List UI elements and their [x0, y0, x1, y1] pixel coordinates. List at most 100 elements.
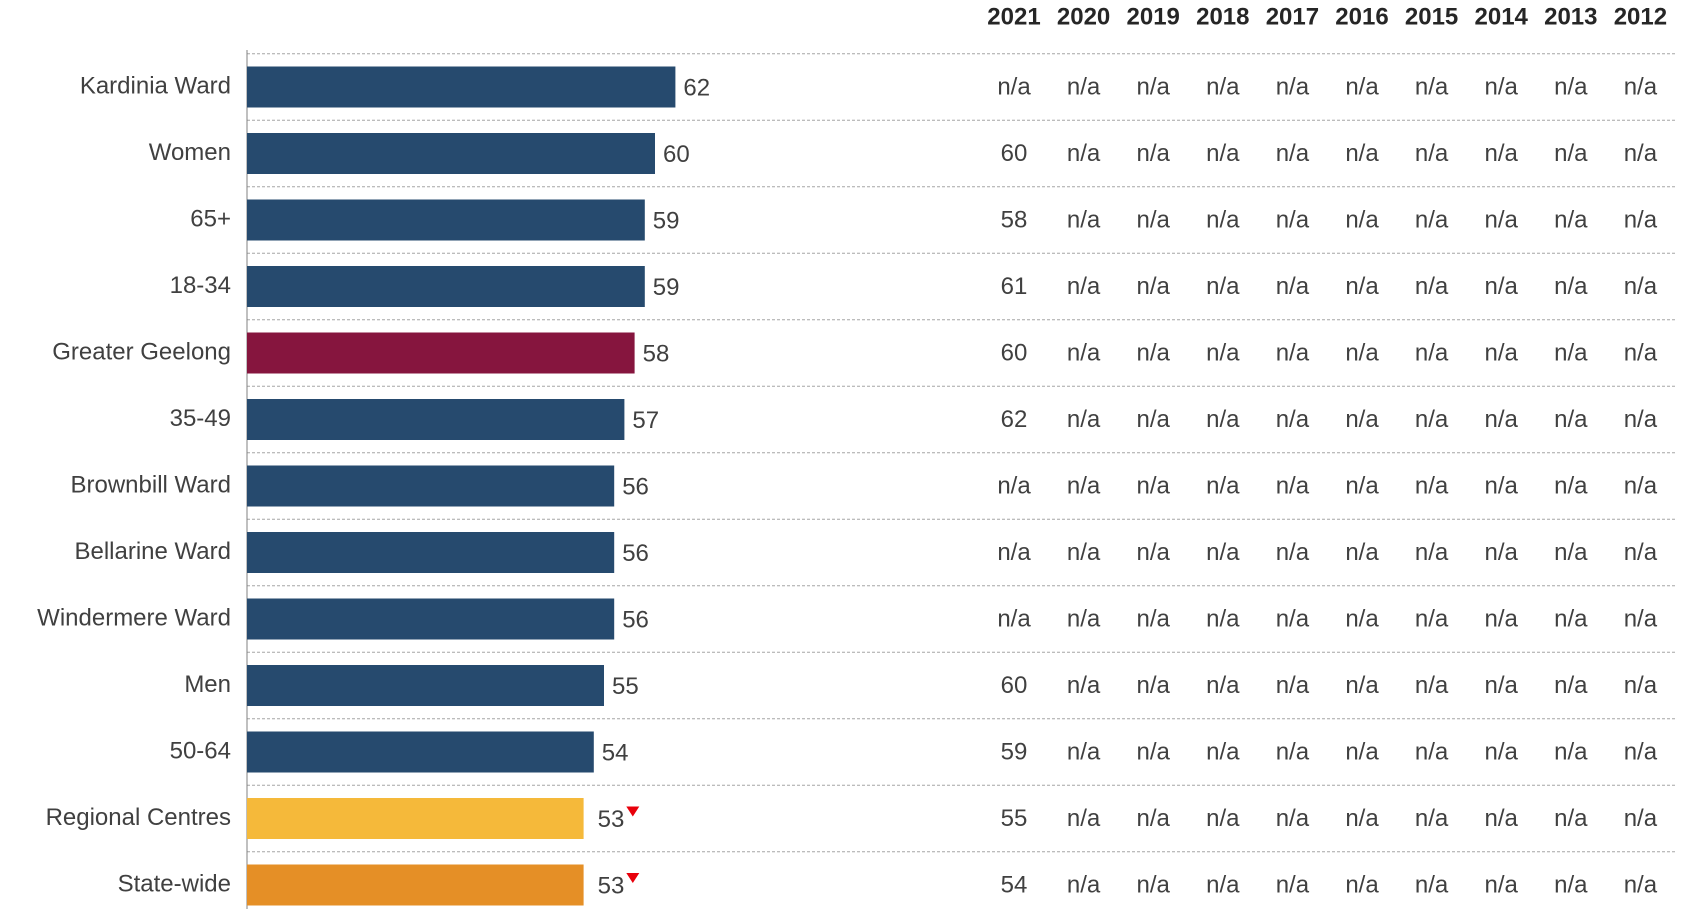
table-cell: n/a — [1206, 73, 1240, 100]
table-cell: n/a — [1624, 73, 1658, 100]
table-cell: n/a — [1276, 539, 1310, 566]
significance-marker — [626, 873, 640, 883]
table-cell: n/a — [1067, 672, 1101, 699]
table-cell: n/a — [1485, 273, 1519, 300]
bar — [247, 598, 615, 640]
table-cell: n/a — [1276, 472, 1310, 499]
significance-marker — [626, 806, 640, 817]
table-cell: 62 — [1001, 406, 1028, 433]
table-cell: n/a — [1415, 605, 1449, 632]
category-label: State-wide — [118, 870, 231, 897]
table-cell: n/a — [1415, 140, 1449, 167]
table-cell: n/a — [1554, 406, 1588, 433]
bar — [247, 133, 655, 174]
table-cell: n/a — [1137, 206, 1171, 233]
value-label: 57 — [632, 407, 659, 434]
table-cell: 60 — [1001, 339, 1028, 366]
table-cell: n/a — [1345, 738, 1379, 765]
bar — [247, 731, 594, 773]
table-cell: n/a — [1276, 871, 1310, 898]
table-cell: n/a — [1624, 871, 1658, 898]
column-header: 2014 — [1475, 3, 1529, 30]
value-label: 62 — [683, 74, 710, 101]
table-cell: n/a — [1206, 805, 1240, 832]
value-label: 59 — [653, 274, 680, 301]
value-label: 55 — [612, 673, 639, 700]
category-label: Greater Geelong — [52, 338, 231, 365]
column-header: 2015 — [1405, 3, 1458, 30]
table-cell: n/a — [1554, 871, 1588, 898]
table-cell: n/a — [1276, 738, 1310, 765]
category-label: Men — [184, 671, 231, 698]
table-cell: n/a — [1624, 805, 1658, 832]
table-cell: n/a — [1345, 539, 1379, 566]
table-cell: n/a — [1137, 871, 1171, 898]
table-cell: 54 — [1001, 871, 1028, 898]
category-label: Windermere Ward — [37, 604, 231, 631]
table-cell: 60 — [1001, 672, 1028, 699]
table-cell: n/a — [1345, 406, 1379, 433]
table-cell: n/a — [1415, 539, 1449, 566]
table-cell: n/a — [1345, 605, 1379, 632]
table-cell: n/a — [1276, 605, 1310, 632]
table-cell: n/a — [1345, 672, 1379, 699]
table-cell: n/a — [1137, 273, 1171, 300]
table-cell: 61 — [1001, 273, 1028, 300]
table-cell: n/a — [1485, 539, 1519, 566]
table-cell: n/a — [1485, 472, 1519, 499]
value-label: 59 — [653, 207, 680, 234]
table-cell: n/a — [1415, 805, 1449, 832]
table-cell: n/a — [1276, 206, 1310, 233]
table-cell: n/a — [1624, 539, 1658, 566]
table-cell: n/a — [1067, 73, 1101, 100]
table-cell: n/a — [1067, 871, 1101, 898]
value-label: 56 — [622, 473, 649, 500]
column-header: 2020 — [1057, 3, 1110, 30]
table-cell: n/a — [997, 605, 1031, 632]
table-cell: n/a — [1137, 605, 1171, 632]
table-cell: n/a — [1067, 738, 1101, 765]
table-cell: n/a — [1345, 206, 1379, 233]
category-label: 18-34 — [170, 272, 231, 299]
category-label: 35-49 — [170, 405, 231, 432]
bar — [247, 199, 645, 241]
category-label: Regional Centres — [46, 804, 231, 831]
table-cell: n/a — [1276, 140, 1310, 167]
table-cell: n/a — [1624, 140, 1658, 167]
table-cell: n/a — [1067, 605, 1101, 632]
value-label: 60 — [663, 141, 690, 168]
table-cell: n/a — [1554, 73, 1588, 100]
table-cell: n/a — [1276, 339, 1310, 366]
bar — [247, 332, 635, 374]
table-cell: n/a — [1067, 472, 1101, 499]
bar — [247, 665, 604, 706]
table-cell: n/a — [1276, 672, 1310, 699]
table-cell: n/a — [1206, 738, 1240, 765]
column-header: 2018 — [1196, 3, 1249, 30]
value-label: 53 — [598, 872, 625, 899]
table-cell: n/a — [1624, 339, 1658, 366]
table-cell: n/a — [1067, 339, 1101, 366]
table-cell: n/a — [1067, 805, 1101, 832]
table-cell: n/a — [1415, 73, 1449, 100]
table-cell: n/a — [1485, 871, 1519, 898]
table-cell: n/a — [1206, 472, 1240, 499]
table-cell: n/a — [1206, 206, 1240, 233]
table-cell: n/a — [1554, 273, 1588, 300]
table-cell: n/a — [1415, 871, 1449, 898]
table-cell: n/a — [997, 472, 1031, 499]
table-cell: n/a — [1137, 406, 1171, 433]
table-cell: n/a — [1554, 206, 1588, 233]
table-cell: n/a — [1415, 339, 1449, 366]
table-cell: n/a — [1554, 472, 1588, 499]
table-cell: n/a — [1624, 738, 1658, 765]
table-cell: n/a — [1345, 273, 1379, 300]
value-label: 56 — [622, 540, 649, 567]
table-cell: n/a — [1206, 406, 1240, 433]
table-cell: n/a — [1137, 738, 1171, 765]
bar — [247, 798, 584, 839]
table-cell: n/a — [1554, 738, 1588, 765]
table-cell: n/a — [1067, 539, 1101, 566]
table-cell: n/a — [1415, 472, 1449, 499]
